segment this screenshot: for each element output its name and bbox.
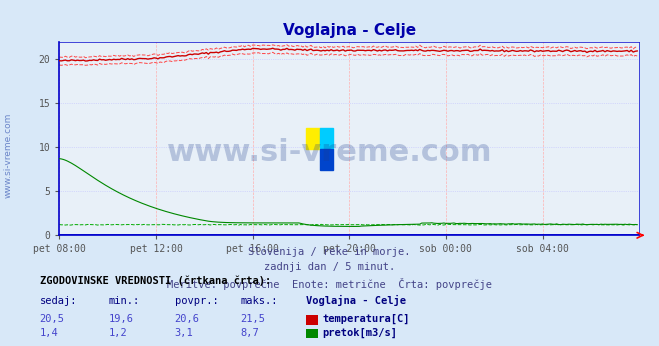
Text: min.:: min.: — [109, 297, 140, 307]
Text: www.si-vreme.com: www.si-vreme.com — [3, 113, 13, 198]
Text: temperatura[C]: temperatura[C] — [322, 314, 410, 324]
Text: sedaj:: sedaj: — [40, 297, 77, 307]
Text: www.si-vreme.com: www.si-vreme.com — [167, 138, 492, 167]
Text: 19,6: 19,6 — [109, 314, 134, 324]
Text: 1,4: 1,4 — [40, 328, 58, 338]
Text: 8,7: 8,7 — [241, 328, 259, 338]
Text: Slovenija / reke in morje.
zadnji dan / 5 minut.
Meritve: povprečne  Enote: metr: Slovenija / reke in morje. zadnji dan / … — [167, 247, 492, 290]
Bar — [306, 128, 320, 149]
Text: ZGODOVINSKE VREDNOSTI (črtkana črta):: ZGODOVINSKE VREDNOSTI (črtkana črta): — [40, 275, 271, 286]
Text: Voglajna - Celje: Voglajna - Celje — [306, 295, 407, 307]
Title: Voglajna - Celje: Voglajna - Celje — [283, 22, 416, 38]
Bar — [320, 128, 333, 149]
Text: 20,6: 20,6 — [175, 314, 200, 324]
Text: maks.:: maks.: — [241, 297, 278, 307]
Text: 20,5: 20,5 — [40, 314, 65, 324]
Text: 21,5: 21,5 — [241, 314, 266, 324]
Bar — [320, 149, 333, 170]
Text: povpr.:: povpr.: — [175, 297, 218, 307]
Text: 3,1: 3,1 — [175, 328, 193, 338]
Text: 1,2: 1,2 — [109, 328, 127, 338]
Text: pretok[m3/s]: pretok[m3/s] — [322, 328, 397, 338]
